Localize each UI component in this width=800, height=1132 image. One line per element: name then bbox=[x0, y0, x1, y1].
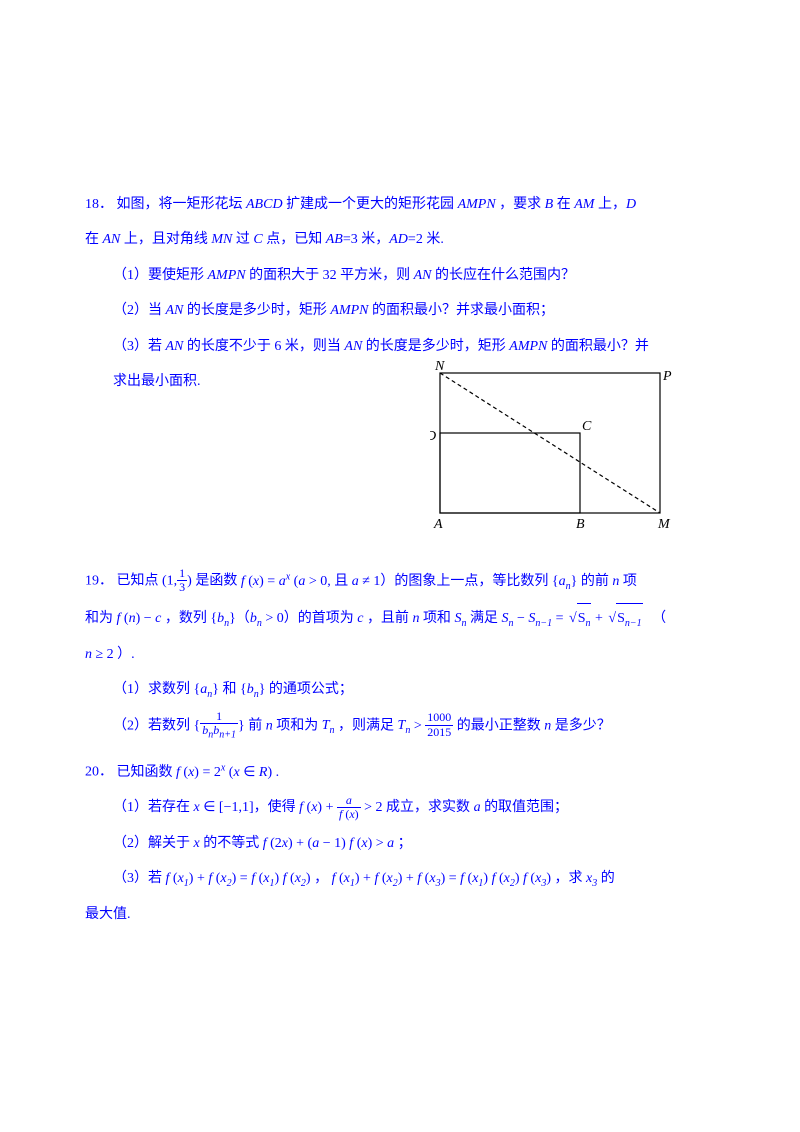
q20-p1expr-a: f (x) + bbox=[299, 800, 337, 815]
fig-inner-rect bbox=[440, 433, 580, 513]
q19-p2a: （2）若数列 { bbox=[113, 718, 200, 733]
frac-1000-num: 1000 bbox=[425, 711, 453, 725]
q19-plus: + bbox=[591, 611, 606, 626]
frac-2015-den: 2015 bbox=[425, 726, 453, 739]
q19-fx: f (x) = ax (a > 0, 且 a ≠ 1）的图象上一点，等比数列 {… bbox=[241, 574, 637, 589]
q20-p1b: > 2 成立，求实数 a 的取值范围； bbox=[361, 800, 568, 815]
frac-bnbn1: 1bnbn+1 bbox=[200, 710, 238, 741]
label-C: C bbox=[582, 419, 592, 434]
q18-stem-line1: 18． 如图，将一矩形花坛 ABCD 扩建成一个更大的矩形花园 AMPN ，要求… bbox=[85, 190, 715, 219]
q19-part1: （1）求数列 {an} 和 {bn} 的通项公式； bbox=[85, 675, 715, 705]
q18-stem-line2: 在 AN 上，且对角线 MN 过 C 点，已知 AB=3 米，AD=2 米. bbox=[85, 225, 715, 254]
q18-part3-l1: （3）若 AN 的长度不少于 6 米，则当 AN 的长度是多少时，矩形 AMPN… bbox=[85, 332, 715, 361]
label-B: B bbox=[576, 517, 585, 532]
q19-p2b: } 前 n 项和为 Tn ，则满足 Tn > bbox=[238, 718, 425, 733]
sqrt-Sn1: √Sn−1 bbox=[606, 603, 642, 634]
q20-part3-l1: （3）若 f (x1) + f (x2) = f (x1) f (x2) ， f… bbox=[85, 864, 715, 894]
frac-a-fx-num: a bbox=[337, 794, 361, 808]
page: 18． 如图，将一矩形花坛 ABCD 扩建成一个更大的矩形花园 AMPN ，要求… bbox=[0, 0, 800, 1132]
label-N: N bbox=[434, 359, 445, 374]
label-A: A bbox=[433, 517, 443, 532]
q19-s1b: 是函数 bbox=[192, 574, 241, 589]
q18-figure-svg: N P D C A B M bbox=[430, 358, 680, 533]
q20-part3-l2: 最大值. bbox=[85, 900, 715, 929]
question-19: 19． 已知点 (1,13) 是函数 f (x) = ax (a > 0, 且 … bbox=[85, 566, 715, 741]
q18-part1: （1）要使矩形 AMPN 的面积大于 32 平方米，则 AN 的长应在什么范围内… bbox=[85, 261, 715, 290]
q19-s1a: 已知点 bbox=[117, 574, 163, 589]
q18-number: 18． bbox=[85, 197, 113, 212]
frac-bnbn1-den: bnbn+1 bbox=[200, 724, 238, 740]
frac-1-3-num: 1 bbox=[177, 567, 187, 581]
q19-part2: （2）若数列 {1bnbn+1} 前 n 项和为 Tn ，则满足 Tn > 10… bbox=[85, 711, 715, 742]
question-20: 20． 已知函数 f (x) = 2x (x ∈ R) . （1）若存在 x ∈… bbox=[85, 757, 715, 929]
q20-p1a: （1）若存在 x ∈ [−1,1]，使得 bbox=[113, 800, 299, 815]
q20-part2: （2）解关于 x 的不等式 f (2x) + (a − 1) f (x) > a… bbox=[85, 829, 715, 858]
label-D: D bbox=[430, 429, 436, 444]
fig-outer-rect bbox=[440, 373, 660, 513]
frac-1000-2015: 10002015 bbox=[425, 711, 453, 738]
frac-bnbn1-num: 1 bbox=[200, 710, 238, 724]
frac-1-3-den: 3 bbox=[177, 581, 187, 594]
sqrt-Sn: √Sn bbox=[567, 603, 591, 634]
label-M: M bbox=[657, 517, 671, 532]
q18-part2: （2）当 AN 的长度是多少时，矩形 AMPN 的面积最小？并求最小面积； bbox=[85, 296, 715, 325]
q19-s2tail: （ bbox=[652, 611, 666, 626]
q19-number: 19． bbox=[85, 574, 113, 589]
q18-stem-1: 如图，将一矩形花坛 ABCD 扩建成一个更大的矩形花园 AMPN ，要求 B 在… bbox=[117, 197, 637, 212]
frac-a-fx: af (x) bbox=[337, 794, 361, 821]
q19-point-open: (1, bbox=[162, 574, 177, 589]
q19-stem-line1: 19． 已知点 (1,13) 是函数 f (x) = ax (a > 0, 且 … bbox=[85, 566, 715, 596]
q20-stem-text: 已知函数 f (x) = 2x (x ∈ R) . bbox=[117, 765, 280, 780]
fig-diagonal bbox=[440, 373, 660, 513]
frac-a-fx-den: f (x) bbox=[337, 808, 361, 821]
q19-s2a: 和为 f (n) − c ，数列 {bn}（bn > 0）的首项为 c ，且前 … bbox=[85, 611, 567, 626]
q19-p2c: 的最小正整数 n 是多少？ bbox=[453, 718, 611, 733]
frac-1-3: 13 bbox=[177, 567, 187, 594]
q20-part1: （1）若存在 x ∈ [−1,1]，使得 f (x) + af (x) > 2 … bbox=[85, 793, 715, 822]
label-P: P bbox=[662, 369, 672, 384]
q19-stem-line2: 和为 f (n) − c ，数列 {bn}（bn > 0）的首项为 c ，且前 … bbox=[85, 603, 715, 634]
q20-stem: 20． 已知函数 f (x) = 2x (x ∈ R) . bbox=[85, 757, 715, 787]
q18-figure: N P D C A B M bbox=[430, 358, 680, 528]
q20-number: 20． bbox=[85, 765, 113, 780]
q19-stem-line3: n ≥ 2 ）. bbox=[85, 640, 715, 669]
